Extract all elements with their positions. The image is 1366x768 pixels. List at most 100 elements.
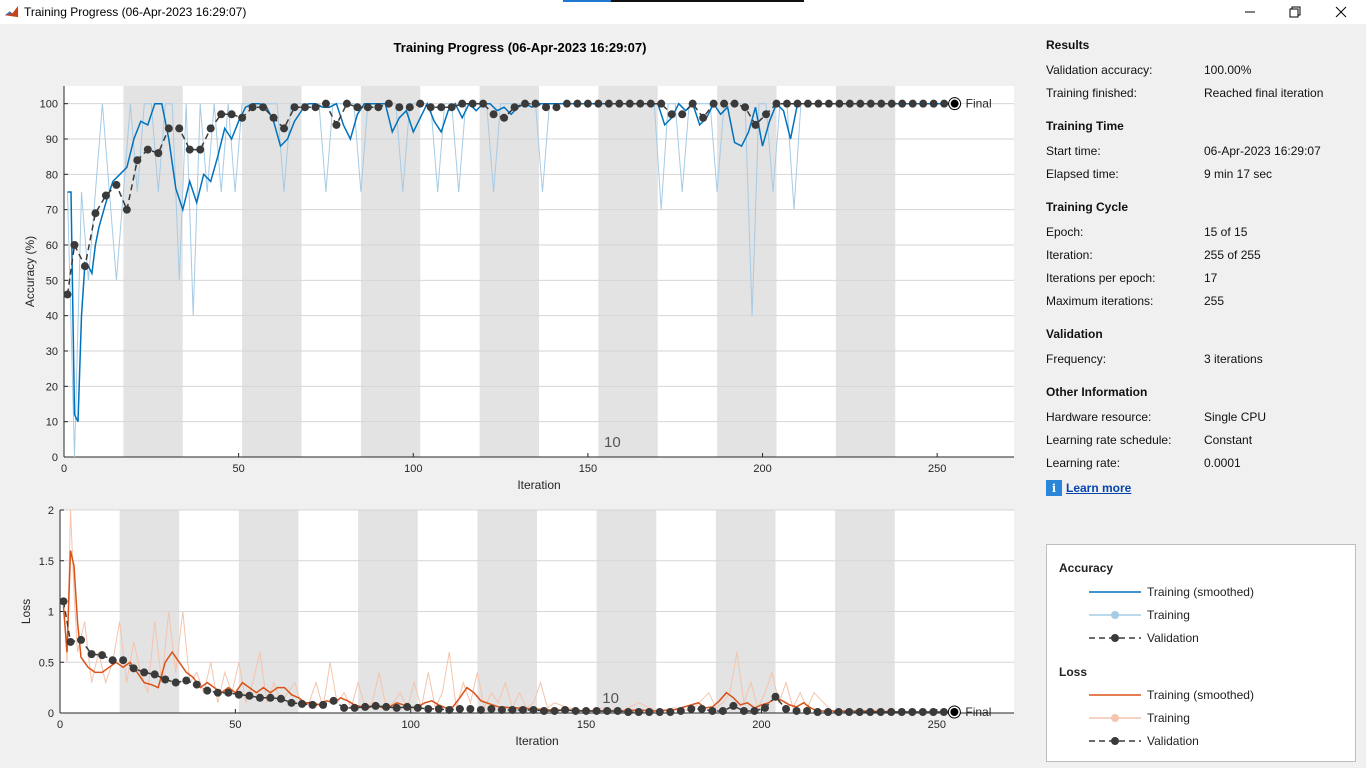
info-value: 0.0001	[1204, 456, 1241, 470]
validation-point	[803, 706, 812, 715]
legend-item: Validation	[1147, 734, 1199, 748]
plot-title: Training Progress (06-Apr-2023 16:29:07)	[393, 40, 647, 55]
validation-point	[234, 690, 243, 699]
restore-button[interactable]	[1272, 0, 1318, 24]
info-label: Learning rate schedule:	[1046, 433, 1172, 447]
epoch-band	[360, 86, 421, 457]
info-value: Single CPU	[1204, 410, 1267, 424]
validation-point	[741, 103, 750, 112]
y-tick-label: 0	[48, 708, 54, 720]
validation-point	[447, 103, 456, 112]
validation-point	[154, 149, 163, 158]
validation-point	[845, 707, 854, 716]
validation-point	[259, 103, 268, 112]
validation-point	[468, 99, 477, 108]
info-row: Learning rate: 0.0001	[1046, 452, 1356, 475]
validation-point	[363, 103, 372, 112]
validation-point	[655, 707, 664, 716]
validation-point	[918, 707, 927, 716]
info-row: Iterations per epoch: 17	[1046, 267, 1356, 290]
legend-item: Training	[1147, 711, 1190, 725]
validation-point	[175, 124, 184, 133]
validation-point	[940, 99, 949, 108]
training-cycle-heading: Training Cycle	[1046, 200, 1129, 214]
validation-point	[238, 113, 247, 122]
y-tick-label: 10	[46, 417, 58, 429]
validation-point	[521, 99, 530, 108]
validation-point	[718, 706, 727, 715]
validation-point	[919, 99, 928, 108]
epoch-band	[479, 86, 539, 457]
legend-swatch-loss-smoothed	[1089, 694, 1141, 696]
info-value: 9 min 17 sec	[1204, 167, 1273, 181]
validation-point	[709, 99, 718, 108]
validation-point	[140, 668, 149, 677]
validation-point	[70, 241, 79, 249]
legend-item: Training	[1147, 608, 1190, 622]
minimize-button[interactable]	[1227, 0, 1273, 24]
info-label: Learning rate:	[1046, 456, 1121, 470]
validation-point	[63, 290, 72, 299]
validation-point	[269, 113, 278, 122]
validation-point	[750, 706, 759, 715]
validation-point	[583, 99, 592, 108]
validation-point	[405, 103, 414, 112]
validation-point	[280, 124, 289, 133]
info-label: Training finished:	[1046, 86, 1137, 100]
validation-point	[311, 103, 320, 112]
validation-point	[678, 110, 687, 119]
validation-point	[782, 704, 791, 713]
minimize-icon	[1245, 11, 1255, 13]
results-heading: Results	[1046, 38, 1090, 52]
validation-point	[224, 688, 233, 697]
info-row: Start time: 06-Apr-2023 16:29:07	[1046, 140, 1356, 163]
info-row: Epoch: 15 of 15	[1046, 221, 1356, 244]
validation-point	[489, 110, 498, 119]
validation-point	[792, 706, 801, 715]
x-tick-label: 200	[752, 719, 770, 731]
validation-point	[729, 701, 738, 710]
validation-point	[720, 99, 729, 108]
validation-point	[161, 675, 170, 684]
validation-point	[898, 99, 907, 108]
validation-point	[603, 706, 612, 715]
validation-point	[552, 103, 561, 112]
final-marker-inner	[950, 707, 959, 716]
validation-heading: Validation	[1046, 327, 1103, 341]
x-tick-label: 150	[577, 719, 595, 731]
window-title: Training Progress (06-Apr-2023 16:29:07)	[24, 5, 247, 19]
validation-point	[562, 99, 571, 108]
validation-point	[384, 99, 393, 108]
x-tick-label: 250	[928, 719, 946, 731]
x-axis-label: Iteration	[517, 478, 560, 492]
learn-more-link[interactable]: Learn more	[1066, 481, 1132, 495]
validation-point	[772, 99, 781, 108]
validation-point	[466, 704, 475, 713]
y-tick-label: 90	[46, 134, 58, 146]
x-tick-label: 100	[404, 463, 422, 475]
validation-point	[66, 637, 75, 646]
validation-point	[227, 110, 236, 119]
y-tick-label: 40	[46, 311, 58, 323]
y-axis-label: Loss	[19, 599, 33, 624]
y-tick-label: 0.5	[39, 657, 54, 669]
info-value: 06-Apr-2023 16:29:07	[1204, 144, 1321, 158]
validation-point	[887, 99, 896, 108]
close-button[interactable]	[1318, 0, 1364, 24]
validation-point	[382, 702, 391, 711]
info-label: Maximum iterations:	[1046, 294, 1154, 308]
validation-point	[645, 707, 654, 716]
y-tick-label: 70	[46, 205, 58, 217]
close-icon	[1335, 6, 1347, 18]
validation-point	[561, 705, 570, 714]
validation-point	[403, 702, 412, 711]
validation-point	[687, 704, 696, 713]
validation-point	[739, 706, 748, 715]
epoch-band	[835, 86, 896, 457]
info-value: Reached final iteration	[1204, 86, 1324, 100]
final-label: Final	[966, 97, 992, 111]
legend-swatch-loss-training	[1089, 714, 1141, 722]
validation-point	[897, 707, 906, 716]
info-value: 3 iterations	[1204, 352, 1263, 366]
validation-point	[550, 706, 559, 715]
